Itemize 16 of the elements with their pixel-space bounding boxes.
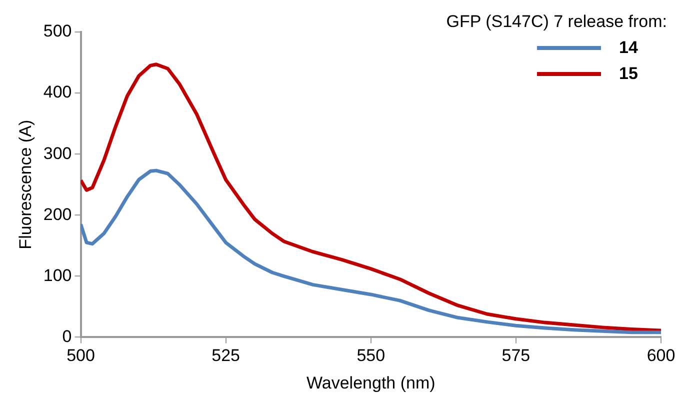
- y-axis-title: Fluorescence (A): [16, 120, 35, 250]
- y-tick-label: 300: [43, 144, 72, 163]
- legend-label: 15: [619, 64, 638, 84]
- x-tick-label: 525: [212, 346, 240, 366]
- y-tick-label: 100: [43, 266, 72, 285]
- x-axis-title: Wavelength (nm): [306, 373, 436, 392]
- y-tick-label: 500: [43, 22, 72, 41]
- legend-label: 14: [619, 38, 638, 58]
- x-tick-label: 550: [356, 346, 386, 366]
- y-tick-label: 200: [43, 204, 72, 224]
- legend-title: GFP (S147C) 7 release from:: [446, 12, 667, 32]
- x-tick-label: 500: [66, 346, 95, 366]
- y-tick-label: 0: [62, 326, 72, 346]
- x-tick-label: 575: [502, 346, 530, 366]
- y-tick-label: 400: [43, 82, 72, 102]
- x-tick-label: 600: [646, 346, 676, 366]
